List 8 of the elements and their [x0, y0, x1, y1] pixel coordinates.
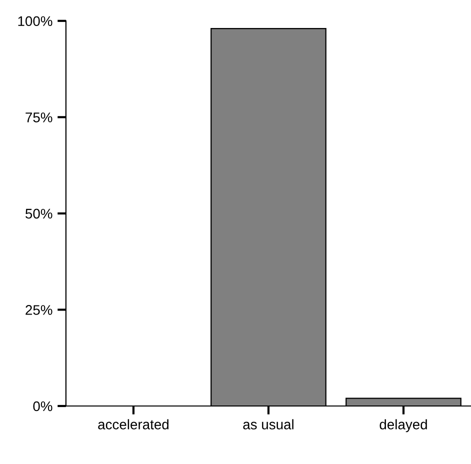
y-tick-label: 75%	[26, 112, 52, 122]
y-tick-label: 50%	[26, 208, 52, 219]
y-tick-label: 100%	[18, 16, 52, 26]
x-tick-label: accelerated	[98, 419, 168, 430]
x-tick-label: as usual	[243, 419, 294, 430]
x-tick-label: delayed	[380, 419, 427, 432]
y-tick-label: 25%	[26, 305, 52, 315]
y-tick-label: 0%	[33, 401, 52, 412]
